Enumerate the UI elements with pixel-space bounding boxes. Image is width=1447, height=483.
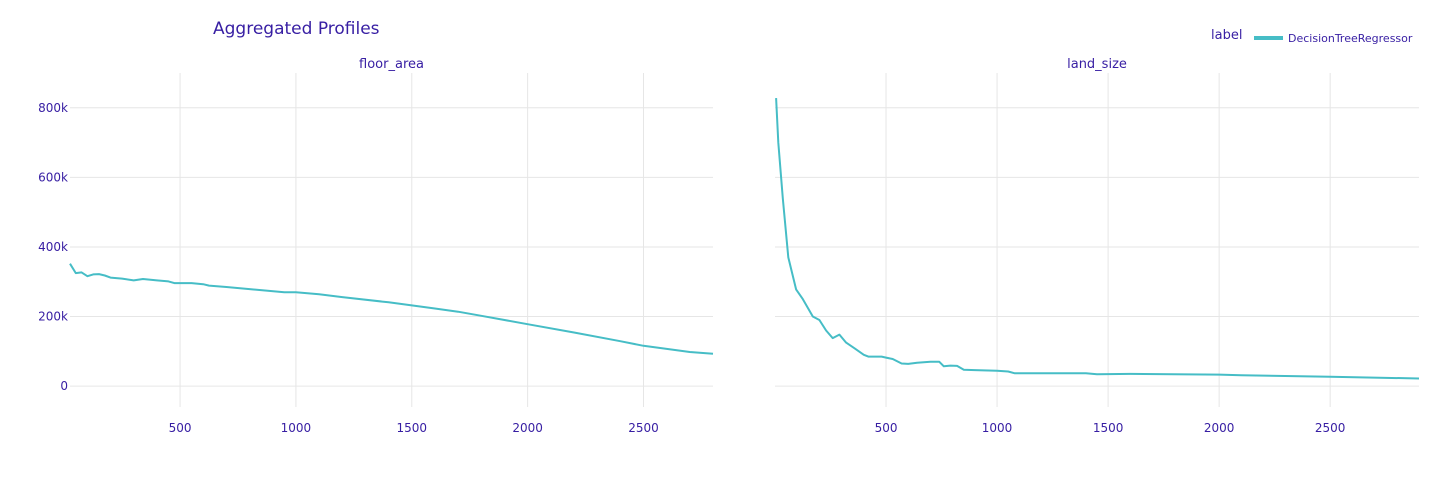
series-line-land-size[interactable] [775, 98, 1420, 380]
x-tick-label-land-size-2: 1500 [1093, 421, 1124, 435]
y-tick-label-floor-area-0: 0 [60, 379, 68, 393]
x-tick-label-floor-area-0: 500 [169, 421, 192, 435]
y-tick-label-floor-area-2: 400k [38, 240, 68, 254]
subtitle-land-size: land_size [1067, 57, 1127, 72]
legend[interactable]: label DecisionTreeRegressor [1211, 28, 1413, 45]
y-tick-label-floor-area-4: 800k [38, 101, 68, 115]
panel-floor-area: floor_area 0 200k 400k 600k 800k 500 1000 1500 20… [38, 57, 714, 435]
panel-land-size: land_size 500 1000 1500 2000 2500 [775, 57, 1420, 435]
x-tick-label-land-size-1: 1000 [982, 421, 1013, 435]
y-tick-label-floor-area-3: 600k [38, 170, 68, 184]
x-tick-label-land-size-0: 500 [875, 421, 898, 435]
x-tick-label-floor-area-1: 1000 [281, 421, 312, 435]
chart-title: Aggregated Profiles [213, 19, 380, 39]
x-tick-label-floor-area-4: 2500 [628, 421, 659, 435]
legend-label[interactable]: DecisionTreeRegressor [1288, 32, 1413, 45]
y-tick-label-floor-area-1: 200k [38, 310, 68, 324]
subtitle-floor-area: floor_area [359, 57, 424, 72]
x-tick-label-floor-area-3: 2000 [512, 421, 543, 435]
series-line-floor-area[interactable] [69, 263, 714, 355]
legend-title: label [1211, 28, 1242, 43]
x-tick-label-land-size-3: 2000 [1204, 421, 1235, 435]
x-tick-label-floor-area-2: 1500 [397, 421, 428, 435]
x-tick-label-land-size-4: 2500 [1315, 421, 1346, 435]
